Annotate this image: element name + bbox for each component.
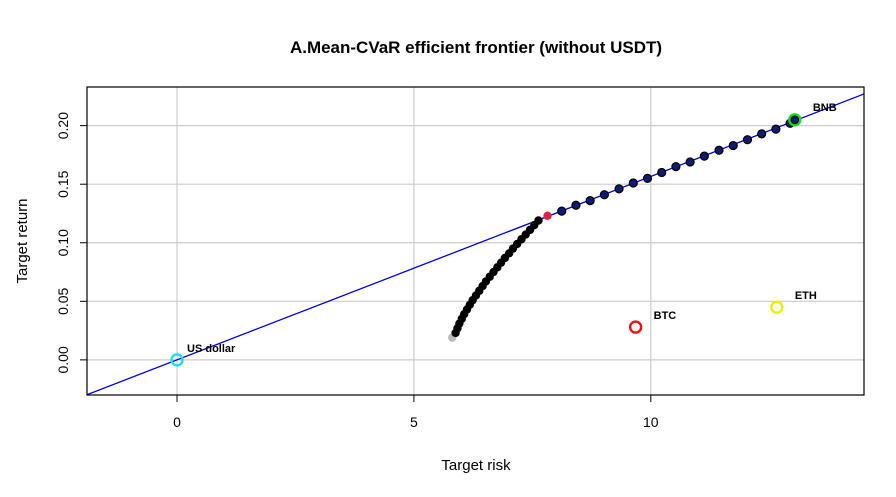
x-axis-label: Target risk [441,457,511,474]
y-tick-label: 0.20 [55,112,71,139]
frontier-point [628,178,638,188]
x-gridlines [176,87,652,395]
asset-label-bnb: BNB [813,102,837,114]
y-axis-label: Target return [14,198,31,283]
asset-label-eth: ETH [795,290,817,302]
frontier-point [657,167,667,178]
asset-markers: US dollar BTC ETH BNB [170,102,837,367]
frontier-point [642,173,653,183]
asset-marker-us-dollar [170,353,184,367]
frontier-points [448,115,800,342]
asset-marker-bnb [788,113,802,127]
frontier-point [599,190,609,200]
frontier-point [742,135,753,145]
x-tick-label: 10 [643,414,659,430]
x-axis-ticks: 0 5 10 [173,395,659,430]
chart-title: A.Mean-CVaR efficient frontier (without … [290,38,662,57]
frontier-point [790,115,800,125]
y-tick-label: 0.05 [55,287,71,314]
frontier-point [757,129,767,139]
frontier-point [614,184,624,194]
y-gridlines [87,125,864,361]
y-tick-label: 0.00 [55,346,71,373]
frontier-point [771,124,781,134]
asset-marker-btc [628,320,643,334]
tangency-portfolio-point [543,211,552,221]
frontier-point [557,206,567,216]
asset-label-btc: BTC [654,310,677,322]
y-tick-label: 0.15 [55,170,71,197]
frontier-point [571,200,581,210]
asset-marker-eth [770,300,784,314]
x-tick-label: 0 [173,414,181,430]
asset-label-us-dollar: US dollar [187,343,236,355]
frontier-point [699,151,709,161]
frontier-point [714,145,724,155]
y-axis-ticks: 0.00 0.05 0.10 0.15 0.20 [55,112,87,373]
frontier-point [728,140,738,151]
y-tick-label: 0.10 [55,229,71,256]
frontier-point [685,157,695,167]
x-tick-label: 5 [410,414,418,430]
frontier-point [534,216,543,225]
frontier-point [671,162,681,172]
plot-frame [86,86,865,396]
frontier-point [585,195,595,206]
